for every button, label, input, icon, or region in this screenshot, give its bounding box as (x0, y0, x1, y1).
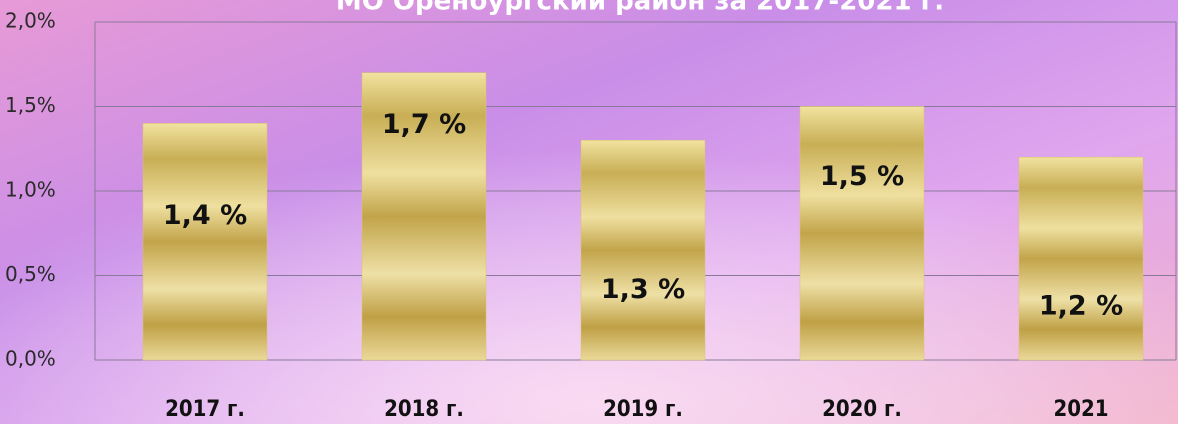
bar (1018, 156, 1144, 361)
y-tick-label: 0,5% (5, 262, 56, 286)
bar (580, 140, 706, 361)
y-tick-label: 1,5% (5, 93, 56, 117)
x-tick-label: 2018 г. (384, 397, 464, 422)
y-tick-label: 0,0% (5, 347, 56, 371)
y-tick-label: 1,0% (5, 178, 56, 202)
y-tick-label: 2,0% (5, 9, 56, 33)
bar (799, 106, 925, 361)
x-tick-label: 2017 г. (165, 397, 245, 422)
data-label: 1,5 % (820, 161, 904, 192)
bar (361, 72, 487, 361)
bar (142, 123, 268, 361)
x-tick-label: 2021 (1053, 397, 1108, 422)
data-label: 1,7 % (382, 109, 466, 140)
data-label: 1,3 % (601, 274, 685, 305)
data-label: 1,2 % (1039, 291, 1123, 322)
chart-title: МО Оренбургский район за 2017-2021 г. (336, 0, 944, 17)
data-label: 1,4 % (163, 200, 247, 231)
x-tick-label: 2020 г. (822, 397, 902, 422)
x-tick-label: 2019 г. (603, 397, 683, 422)
